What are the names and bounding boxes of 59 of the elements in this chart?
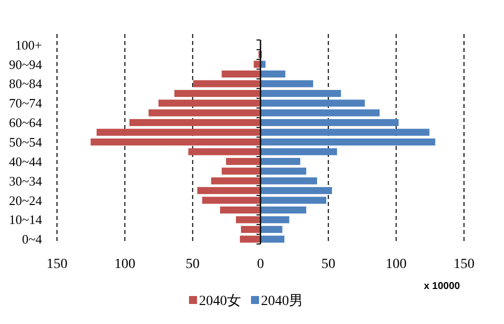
x-tick-label: 50 (321, 257, 336, 272)
bar (148, 109, 260, 116)
bar (260, 100, 365, 107)
bar (260, 138, 436, 146)
bar (260, 80, 314, 88)
bar (260, 148, 338, 156)
y-tick-label: 30~34 (8, 173, 42, 188)
bar (211, 177, 260, 184)
bar (236, 216, 260, 224)
bar (260, 70, 286, 78)
bar (260, 90, 341, 97)
bar (188, 148, 260, 156)
bar (260, 187, 332, 194)
bar (96, 128, 260, 136)
legend-label: 2040女 (199, 293, 241, 309)
y-tick-label: 80~84 (8, 76, 42, 92)
y-tick-label: 100+ (15, 37, 42, 52)
bar (260, 177, 318, 184)
x-tick-label: 150 (46, 257, 68, 272)
bar (193, 80, 260, 88)
bar (260, 196, 326, 204)
y-tick-label: 50~54 (8, 134, 42, 150)
x-tick-label: 0 (257, 257, 264, 272)
bar (260, 206, 306, 214)
y-tick-label: 70~74 (8, 96, 42, 111)
bar (226, 158, 260, 165)
bar (254, 60, 260, 68)
bar (222, 168, 260, 175)
bar (222, 70, 260, 78)
y-tick-label: 40~44 (8, 154, 42, 169)
bar (240, 236, 260, 243)
bar (129, 119, 260, 126)
text: x 10000 (424, 281, 460, 292)
bar (197, 187, 260, 194)
bar (174, 90, 260, 97)
bar (260, 226, 282, 233)
bar (240, 226, 260, 233)
bar (220, 206, 260, 214)
x-tick-label: 100 (386, 257, 407, 272)
bar (260, 236, 284, 243)
bar (260, 216, 290, 224)
bar (260, 109, 380, 116)
legend-label: 2040男 (261, 294, 303, 309)
x-tick-label: 100 (114, 257, 136, 272)
y-tick-label: 0~4 (22, 232, 42, 247)
bar (90, 138, 260, 146)
y-tick-label: 90~94 (8, 56, 42, 72)
bar (260, 128, 430, 136)
bar (260, 60, 266, 68)
bar (260, 158, 300, 165)
bar (158, 100, 260, 107)
y-tick-label: 60~64 (8, 115, 42, 130)
x-tick-label: 150 (454, 257, 474, 272)
y-tick-label: 10~14 (8, 212, 42, 228)
x-tick-label: 50 (186, 257, 200, 272)
bar (260, 168, 306, 175)
y-tick-label: 20~24 (8, 192, 42, 208)
bar (202, 196, 260, 204)
bar (260, 119, 399, 126)
